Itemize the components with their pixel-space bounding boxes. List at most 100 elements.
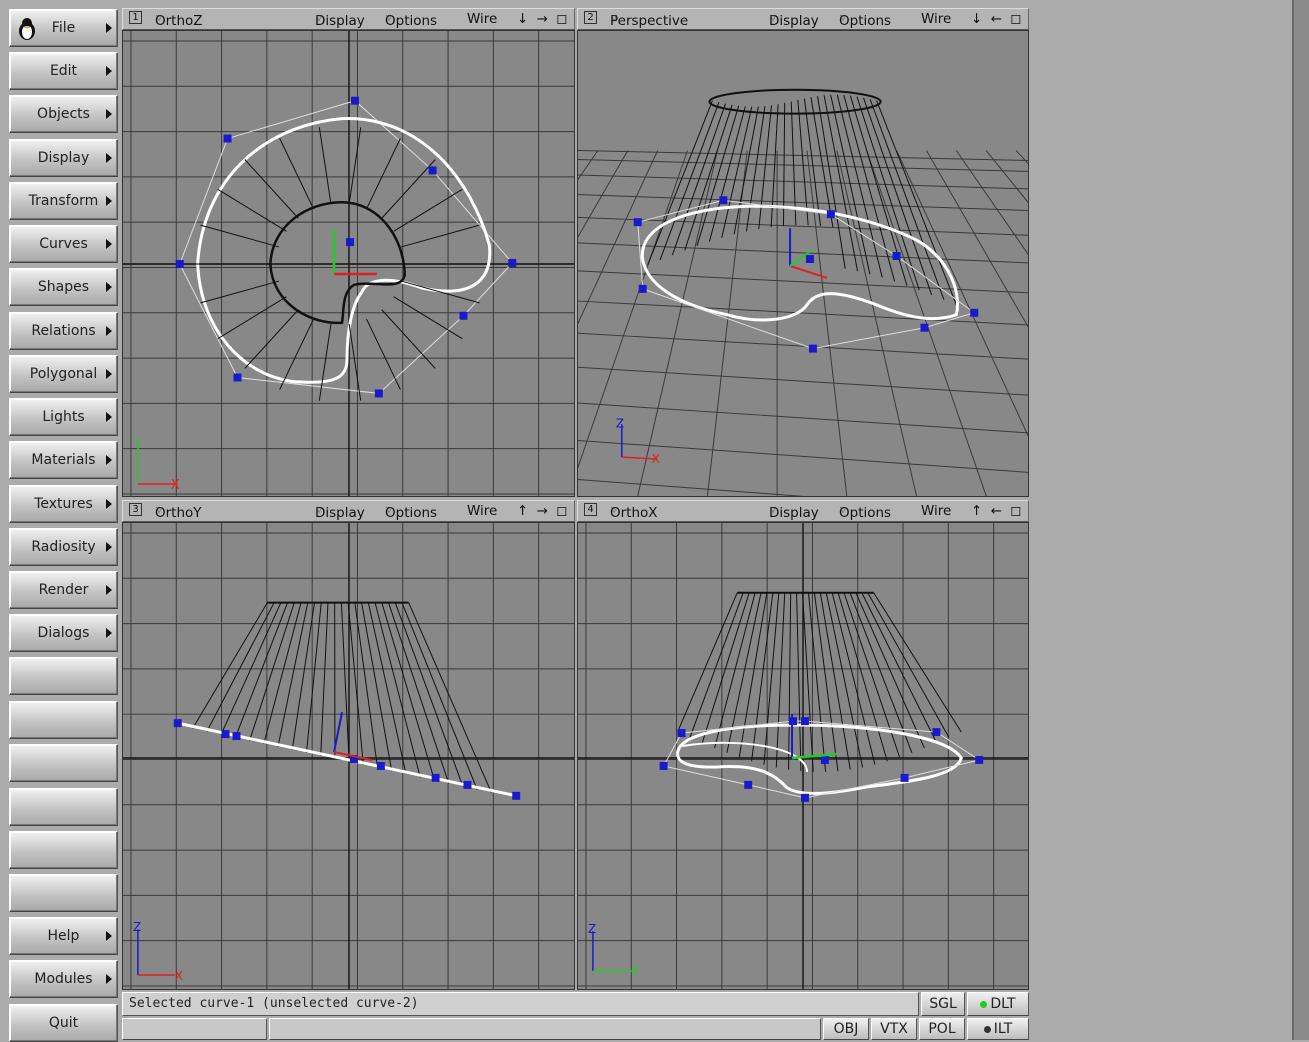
viewport-canvas[interactable]: Z X — [122, 522, 575, 990]
menu-label: Shapes — [38, 279, 89, 295]
axis-x-label: X — [652, 452, 660, 466]
menu-modules-button[interactable]: Modules — [9, 960, 118, 998]
empty-menu-slot[interactable] — [9, 831, 118, 869]
menu-shapes-button[interactable]: Shapes — [9, 268, 118, 306]
menu-transform-button[interactable]: Transform — [9, 182, 118, 220]
submenu-arrow-icon — [106, 239, 112, 249]
menu-label: Materials — [31, 452, 95, 468]
submenu-arrow-icon — [106, 196, 112, 206]
axis-z-label: Z — [588, 922, 596, 936]
submenu-arrow-icon — [106, 585, 112, 595]
axis-z-label: Z — [133, 920, 141, 934]
empty-menu-slot[interactable] — [9, 701, 118, 739]
wire-mode-button[interactable]: Wire — [467, 11, 497, 27]
view-arrows-icon[interactable]: ↑ → ◻ — [517, 503, 569, 519]
viewport-orthoy[interactable]: 3 OrthoY▽ Display▽ Options▽ Wire ↑ → ◻ Z… — [122, 500, 575, 990]
submenu-arrow-icon — [106, 455, 112, 465]
options-label: Options — [385, 13, 437, 29]
axis-y-label: Y — [631, 964, 640, 978]
submenu-arrow-icon — [106, 326, 112, 336]
wire-mode-button[interactable]: Wire — [467, 503, 497, 519]
status-led-icon — [984, 1026, 991, 1033]
view-arrows-icon[interactable]: ↓ ← ◻ — [971, 11, 1023, 27]
quit-button[interactable]: Quit — [9, 1004, 118, 1042]
menu-label: Dialogs — [38, 625, 90, 641]
ilt-button[interactable]: ILT — [967, 1018, 1029, 1040]
submenu-arrow-icon — [106, 412, 112, 422]
sgl-button[interactable]: SGL — [921, 992, 965, 1016]
display-label: Display — [769, 505, 819, 521]
menu-render-button[interactable]: Render — [9, 571, 118, 609]
submenu-arrow-icon — [106, 66, 112, 76]
empty-menu-slot[interactable] — [9, 657, 118, 695]
options-label: Options — [385, 505, 437, 521]
menu-materials-button[interactable]: Materials — [9, 441, 118, 479]
sgl-label: SGL — [929, 996, 957, 1012]
viewport-canvas[interactable]: Z X — [577, 30, 1029, 497]
view-arrows-icon[interactable]: ↑ ← ◻ — [971, 503, 1023, 519]
status-led-icon — [980, 1001, 987, 1008]
obj-button[interactable]: OBJ — [823, 1018, 869, 1040]
viewport-perspective[interactable]: 2 Perspective▽ Display▽ Options▽ Wire ↓ … — [577, 8, 1029, 497]
menu-edit-button[interactable]: Edit — [9, 52, 118, 90]
pol-button[interactable]: POL — [919, 1018, 965, 1040]
menu-label: Modules — [34, 971, 92, 987]
dlt-label: DLT — [990, 996, 1015, 1012]
menu-textures-button[interactable]: Textures — [9, 485, 118, 523]
menu-label: Quit — [49, 1015, 78, 1031]
viewport-number: 1 — [129, 11, 142, 24]
menu-radiosity-button[interactable]: Radiosity — [9, 528, 118, 566]
options-label: Options — [839, 13, 891, 29]
viewport-orthox[interactable]: 4 OrthoX▽ Display▽ Options▽ Wire ↑ ← ◻ Z… — [577, 500, 1029, 990]
menu-label: Textures — [34, 496, 93, 512]
menu-polygonal-button[interactable]: Polygonal — [9, 355, 118, 393]
empty-menu-slot[interactable] — [9, 874, 118, 912]
submenu-arrow-icon — [106, 282, 112, 292]
menu-label: File — [52, 20, 75, 36]
dlt-button[interactable]: DLT — [967, 992, 1029, 1016]
wire-mode-button[interactable]: Wire — [921, 503, 951, 519]
submenu-arrow-icon — [106, 542, 112, 552]
menu-label: Transform — [29, 193, 99, 209]
menu-curves-button[interactable]: Curves — [9, 225, 118, 263]
menu-help-button[interactable]: Help — [9, 917, 118, 955]
right-panel-scrollbar[interactable] — [1292, 0, 1309, 1040]
viewport-orthoz[interactable]: 1 OrthoZ▽ Display▽ Options▽ Wire ↓ → ◻ X — [122, 8, 575, 497]
viewport-header: 1 OrthoZ▽ Display▽ Options▽ Wire ↓ → ◻ — [122, 8, 575, 30]
viewport-number: 2 — [584, 11, 597, 24]
empty-menu-slot[interactable] — [9, 744, 118, 782]
menu-lights-button[interactable]: Lights — [9, 398, 118, 436]
menu-label: Render — [39, 582, 89, 598]
menu-objects-button[interactable]: Objects — [9, 95, 118, 133]
menu-display-button[interactable]: Display — [9, 139, 118, 177]
menu-label: Radiosity — [31, 539, 95, 555]
menu-label: Polygonal — [30, 366, 97, 382]
obj-label: OBJ — [834, 1021, 859, 1037]
menu-dialogs-button[interactable]: Dialogs — [9, 614, 118, 652]
axis-x-label: X — [171, 478, 180, 493]
ilt-label: ILT — [994, 1021, 1013, 1037]
submenu-arrow-icon — [106, 23, 112, 33]
view-arrows-icon[interactable]: ↓ → ◻ — [517, 11, 569, 27]
status-message: Selected curve-1 (unselected curve-2) — [122, 992, 919, 1016]
menu-label: Objects — [37, 106, 90, 122]
submenu-arrow-icon — [106, 974, 112, 984]
menu-relations-button[interactable]: Relations — [9, 312, 118, 350]
wire-mode-button[interactable]: Wire — [921, 11, 951, 27]
submenu-arrow-icon — [106, 931, 112, 941]
menu-file-button[interactable]: File — [9, 9, 118, 47]
submenu-arrow-icon — [106, 499, 112, 509]
menu-label: Relations — [31, 323, 95, 339]
penguin-logo-icon — [16, 17, 38, 41]
display-label: Display — [769, 13, 819, 29]
empty-menu-slot[interactable] — [9, 788, 118, 826]
viewport-header: 3 OrthoY▽ Display▽ Options▽ Wire ↑ → ◻ — [122, 500, 575, 522]
vtx-button[interactable]: VTX — [871, 1018, 917, 1040]
status-field-left — [122, 1018, 267, 1040]
viewport-header: 2 Perspective▽ Display▽ Options▽ Wire ↓ … — [577, 8, 1029, 30]
viewport-canvas[interactable]: X — [122, 30, 575, 497]
submenu-arrow-icon — [106, 369, 112, 379]
display-label: Display — [315, 13, 365, 29]
viewport-canvas[interactable]: Z Y — [577, 522, 1029, 990]
menu-label: Curves — [39, 236, 88, 252]
